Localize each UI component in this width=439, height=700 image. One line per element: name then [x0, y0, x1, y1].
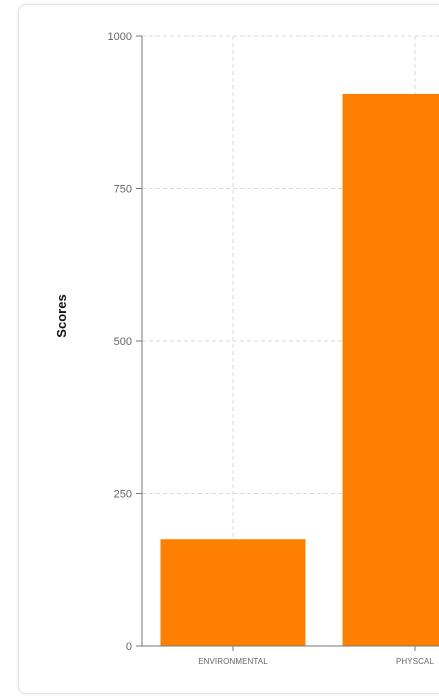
bar-environmental: [160, 539, 306, 646]
x-tick-label: PHYSCAL: [396, 657, 434, 666]
y-tick-label: 1000: [108, 31, 132, 43]
y-tick-label: 250: [114, 489, 132, 501]
axes: [136, 35, 439, 651]
bar-physcal: [342, 93, 439, 646]
y-axis-title: Scores: [54, 294, 69, 337]
x-tick-labels: ENVIRONMENTAL PHYSCAL: [198, 657, 434, 666]
x-tick-label: ENVIRONMENTAL: [198, 657, 268, 666]
y-tick-labels: 0 250 500 750 1000: [108, 31, 132, 653]
y-tick-label: 500: [114, 336, 132, 348]
y-tick-label: 0: [126, 641, 132, 653]
bars: [160, 93, 439, 646]
y-tick-label: 750: [114, 184, 132, 196]
